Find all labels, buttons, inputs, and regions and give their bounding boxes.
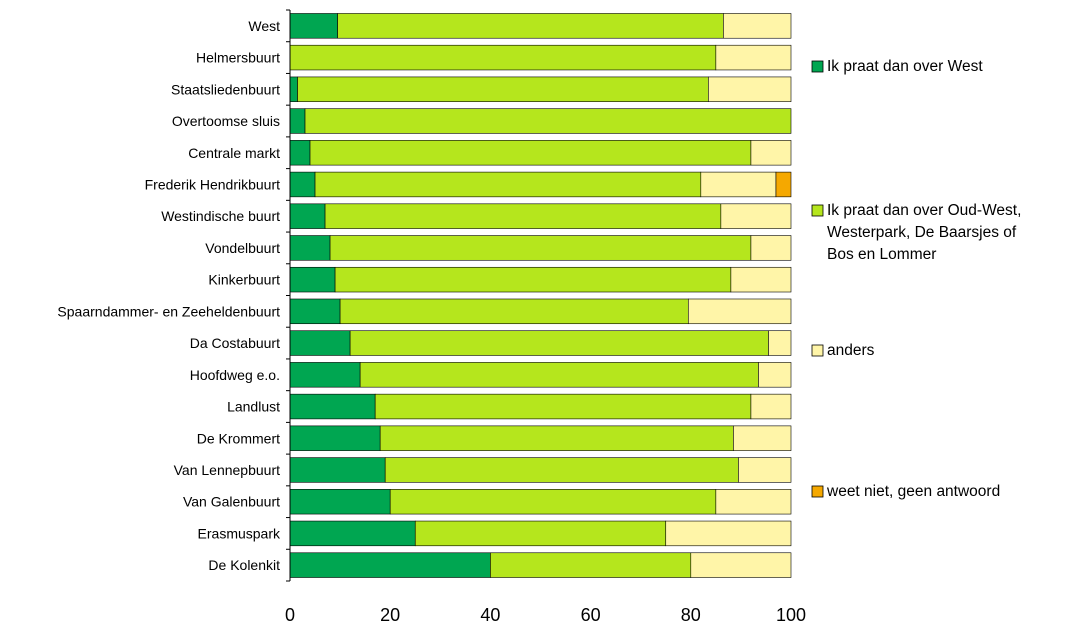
bar-segment-10-series-2 — [339, 298, 689, 325]
bar-segment-14-series-1 — [289, 425, 381, 451]
bar-segment-11-series-3 — [768, 330, 792, 356]
bar-segment-13-series-3 — [750, 393, 792, 420]
legend-label-1: Ik praat dan over West — [827, 58, 983, 75]
bar-segment-5-series-1 — [289, 140, 311, 166]
bar-segment-3-series-2 — [297, 76, 709, 102]
bar-segment-14-series-2 — [379, 425, 734, 451]
bars-group — [289, 13, 792, 578]
bar-segment-6-series-1 — [289, 171, 316, 198]
bar-segment-7-series-1 — [289, 203, 326, 229]
bar-segment-4-series-1 — [289, 108, 306, 134]
legend-label-4: weet niet, geen antwoord — [826, 483, 1000, 500]
bar-segment-1-series-1 — [289, 13, 338, 39]
bar-segment-6-series-3 — [700, 171, 777, 198]
bar-segment-5-series-2 — [309, 140, 752, 166]
bar-segment-15-series-2 — [384, 457, 739, 483]
bar-segment-12-series-3 — [758, 362, 792, 388]
bar-segment-7-series-3 — [720, 203, 792, 229]
bar-segment-5-series-3 — [750, 140, 792, 166]
x-tick-label: 40 — [480, 605, 500, 625]
bar-segment-9-series-3 — [730, 266, 792, 293]
category-label: Erasmuspark — [198, 525, 281, 541]
category-label: West — [248, 18, 280, 34]
category-label: Landlust — [227, 399, 280, 415]
category-label: Centrale markt — [188, 145, 280, 161]
category-label: Hoofdweg e.o. — [190, 367, 280, 383]
category-label: Van Galenbuurt — [183, 494, 280, 510]
legend-label-3: anders — [827, 342, 875, 359]
bar-segment-9-series-1 — [289, 266, 336, 293]
category-label: Overtoomse sluis — [172, 113, 280, 129]
category-label: Van Lennepbuurt — [174, 462, 280, 478]
bar-segment-16-series-3 — [715, 489, 792, 515]
bar-segment-17-series-2 — [414, 520, 667, 547]
x-tick-label: 0 — [285, 605, 295, 625]
bar-segment-12-series-1 — [289, 362, 361, 388]
category-label: Kinkerbuurt — [208, 272, 280, 288]
bar-segment-15-series-3 — [738, 457, 792, 483]
category-label: De Kolenkit — [208, 557, 280, 573]
bar-segment-6-series-2 — [314, 171, 702, 198]
category-label: Helmersbuurt — [196, 50, 280, 66]
bar-segment-3-series-3 — [708, 76, 792, 102]
category-label: Da Costabuurt — [190, 335, 280, 351]
x-tick-label: 20 — [380, 605, 400, 625]
bar-segment-2-series-3 — [715, 44, 792, 71]
axis-group — [286, 9, 291, 582]
bar-segment-16-series-1 — [289, 489, 391, 515]
bar-segment-10-series-3 — [687, 298, 792, 325]
x-tick-label: 60 — [581, 605, 601, 625]
bar-segment-13-series-1 — [289, 393, 376, 420]
category-label: Westindische buurt — [161, 208, 280, 224]
bar-segment-15-series-1 — [289, 457, 386, 483]
bar-segment-11-series-1 — [289, 330, 351, 356]
legend-label-2: Ik praat dan over Oud-West, Westerpark, D… — [827, 202, 1021, 263]
legend-swatch-3 — [811, 344, 824, 357]
x-tick-label: 80 — [681, 605, 701, 625]
x-tick-label: 100 — [776, 605, 806, 625]
bar-segment-14-series-3 — [733, 425, 792, 451]
category-label: Vondelbuurt — [205, 240, 280, 256]
bar-segment-1-series-2 — [337, 13, 724, 39]
legend-swatch-2 — [811, 204, 824, 217]
bar-segment-3-series-1 — [289, 76, 298, 102]
bar-segment-12-series-2 — [359, 362, 759, 388]
legend: Ik praat dan over West Ik praat dan over … — [811, 58, 1021, 500]
bar-segment-18-series-1 — [289, 552, 491, 578]
bar-segment-7-series-2 — [324, 203, 722, 229]
category-labels: West Helmersbuurt Staatsliedenbuurt Overtoo… — [57, 18, 281, 573]
bar-segment-8-series-1 — [289, 235, 331, 261]
bar-segment-9-series-2 — [334, 266, 732, 293]
bar-segment-4-series-2 — [304, 108, 792, 134]
bar-segment-8-series-2 — [329, 235, 752, 261]
legend-swatch-1 — [811, 60, 824, 73]
bar-segment-11-series-2 — [349, 330, 769, 356]
bar-segment-6-series-4 — [775, 171, 792, 198]
category-label: Spaarndammer- en Zeeheldenbuurt — [57, 303, 280, 319]
bar-segment-18-series-3 — [690, 552, 792, 578]
bar-segment-1-series-3 — [723, 13, 792, 39]
bar-segment-18-series-2 — [490, 552, 692, 578]
category-label: De Krommert — [197, 430, 280, 446]
bar-segment-17-series-1 — [289, 520, 416, 547]
x-tick-labels: 0 20 40 60 80 100 — [285, 605, 806, 625]
bar-segment-16-series-2 — [389, 489, 717, 515]
bar-segment-13-series-2 — [374, 393, 752, 420]
bar-segment-10-series-1 — [289, 298, 341, 325]
bar-segment-2-series-2 — [289, 44, 717, 71]
bar-segment-17-series-3 — [665, 520, 792, 547]
bar-segment-8-series-3 — [750, 235, 792, 261]
category-label: Staatsliedenbuurt — [171, 81, 280, 97]
category-label: Frederik Hendrikbuurt — [145, 176, 280, 192]
legend-swatch-4 — [811, 485, 824, 498]
